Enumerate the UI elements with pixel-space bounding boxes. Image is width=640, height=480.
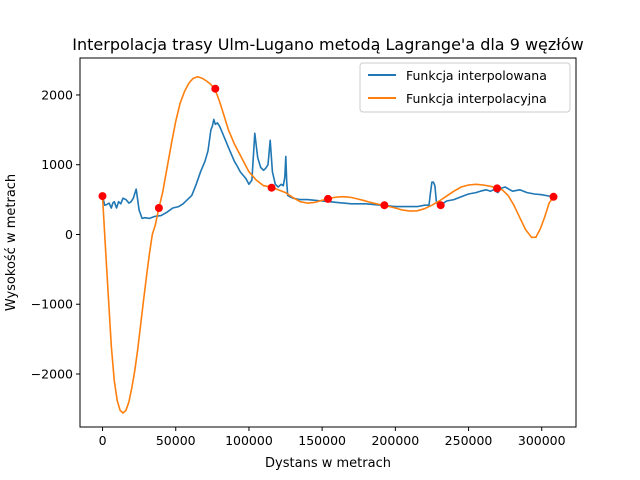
legend-box: [359, 62, 571, 113]
x-axis: 0 50000 100000 150000 200000 250000 300000: [99, 427, 566, 448]
y-axis: −2000 −1000 0 1000 2000: [31, 87, 80, 381]
interpolation-nodes: [98, 84, 558, 212]
x-tick-label: 0: [99, 433, 107, 448]
chart-title: Interpolacja trasy Ulm-Lugano metodą Lag…: [72, 35, 583, 54]
axes-frame: [79, 57, 577, 428]
x-tick-label: 250000: [445, 433, 493, 448]
y-axis-label: Wysokość w metrach: [4, 174, 19, 311]
node-point: [154, 204, 163, 212]
series-line-2: [101, 76, 555, 414]
series-line-1: [101, 118, 554, 220]
node-point: [493, 184, 502, 193]
y-tick-label: 2000: [41, 87, 73, 102]
y-tick-label: 1000: [41, 157, 73, 172]
x-axis-label: Dystans w metrach: [265, 456, 391, 471]
node-point: [380, 201, 389, 210]
legend: Funkcja interpolowana Funkcja interpolac…: [359, 62, 571, 113]
legend-label-series-2: Funkcja interpolacyjna: [406, 91, 547, 106]
node-point: [211, 84, 220, 93]
node-point: [324, 194, 332, 203]
x-tick-label: 50000: [156, 433, 196, 448]
x-tick-label: 300000: [518, 433, 566, 448]
node-point: [549, 192, 558, 201]
y-tick-label: 0: [65, 227, 73, 242]
plot-area: [101, 76, 555, 414]
node-point: [98, 192, 107, 201]
node-point: [267, 183, 276, 192]
legend-label-series-1: Funkcja interpolowana: [406, 68, 547, 83]
node-point: [436, 201, 445, 210]
y-tick-label: −2000: [31, 366, 73, 381]
x-tick-label: 150000: [298, 433, 346, 448]
x-tick-label: 200000: [371, 433, 419, 448]
y-tick-label: −1000: [31, 297, 73, 312]
x-tick-label: 100000: [225, 433, 273, 448]
